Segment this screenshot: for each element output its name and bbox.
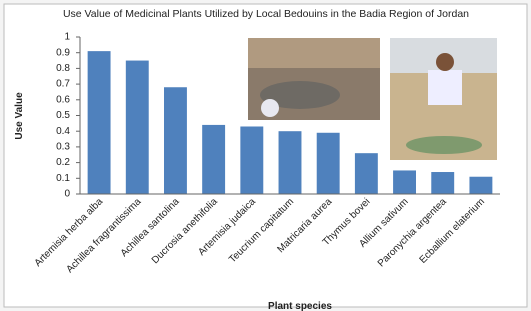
bar <box>164 87 187 194</box>
bar <box>469 177 492 194</box>
chart-title: Use Value of Medicinal Plants Utilized b… <box>63 8 469 20</box>
photo-detail <box>261 99 279 117</box>
y-tick-label: 0.3 <box>56 142 70 153</box>
y-tick-label: 0.9 <box>56 47 70 58</box>
bar <box>317 133 340 194</box>
chart: Use Value of Medicinal Plants Utilized b… <box>0 0 531 311</box>
photo-detail <box>248 38 380 68</box>
y-tick-label: 0 <box>64 189 70 200</box>
y-tick-label: 0.8 <box>56 63 70 74</box>
photo-detail <box>436 53 454 71</box>
bar <box>393 170 416 194</box>
y-tick-label: 0.6 <box>56 94 70 105</box>
bar <box>355 153 378 194</box>
y-tick-label: 0.4 <box>56 126 70 137</box>
y-tick-label: 0.7 <box>56 79 70 90</box>
bar <box>279 131 302 194</box>
y-tick-label: 0.1 <box>56 173 70 184</box>
y-axis-label: Use Value <box>14 92 25 140</box>
bar <box>126 61 149 194</box>
bar <box>88 51 111 194</box>
bar <box>240 126 263 194</box>
x-axis-label: Plant species <box>268 301 332 311</box>
photo-detail <box>406 136 482 154</box>
bar <box>202 125 225 194</box>
y-tick-label: 0.2 <box>56 157 70 168</box>
y-tick-label: 1 <box>64 32 70 43</box>
bar <box>431 172 454 194</box>
photo-detail <box>428 70 462 105</box>
y-tick-label: 0.5 <box>56 110 70 121</box>
